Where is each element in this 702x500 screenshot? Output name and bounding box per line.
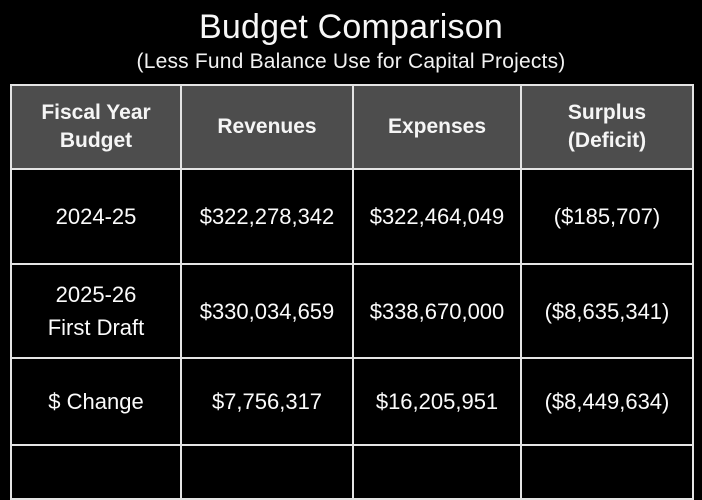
table-row-partial-cut-off: [10, 444, 694, 500]
table-row-dollar-change: $ Change $7,756,317 $16,205,951 ($8,449,…: [10, 357, 694, 446]
title-block: Budget Comparison (Less Fund Balance Use…: [0, 0, 702, 74]
cell-expenses: [352, 444, 522, 500]
cell-fiscal-year: 2024-25: [10, 168, 182, 265]
cell-surplus-deficit: ($185,707): [520, 168, 694, 265]
table-header-row: Fiscal Year Budget Revenues Expenses Sur…: [10, 84, 694, 170]
cell-fiscal-year: 2025-26 First Draft: [10, 263, 182, 359]
cell-surplus-deficit: ($8,449,634): [520, 357, 694, 446]
cell-revenues: [180, 444, 354, 500]
cell-expenses: $338,670,000: [352, 263, 522, 359]
cell-expenses: $16,205,951: [352, 357, 522, 446]
column-header-surplus-deficit: Surplus (Deficit): [520, 84, 694, 170]
page-title: Budget Comparison: [199, 8, 503, 46]
cell-surplus-deficit: [520, 444, 694, 500]
cell-fiscal-year: [10, 444, 182, 500]
cell-revenues: $322,278,342: [180, 168, 354, 265]
budget-comparison-table: Fiscal Year Budget Revenues Expenses Sur…: [10, 84, 694, 500]
column-header-fiscal-year-budget: Fiscal Year Budget: [10, 84, 182, 170]
table-row-2025-26-first-draft: 2025-26 First Draft $330,034,659 $338,67…: [10, 263, 694, 359]
column-header-revenues: Revenues: [180, 84, 354, 170]
cell-fiscal-year: $ Change: [10, 357, 182, 446]
cell-revenues: $7,756,317: [180, 357, 354, 446]
table-row-2024-25: 2024-25 $322,278,342 $322,464,049 ($185,…: [10, 168, 694, 265]
cell-expenses: $322,464,049: [352, 168, 522, 265]
cell-revenues: $330,034,659: [180, 263, 354, 359]
page-subtitle: (Less Fund Balance Use for Capital Proje…: [136, 49, 566, 73]
cell-surplus-deficit: ($8,635,341): [520, 263, 694, 359]
column-header-expenses: Expenses: [352, 84, 522, 170]
